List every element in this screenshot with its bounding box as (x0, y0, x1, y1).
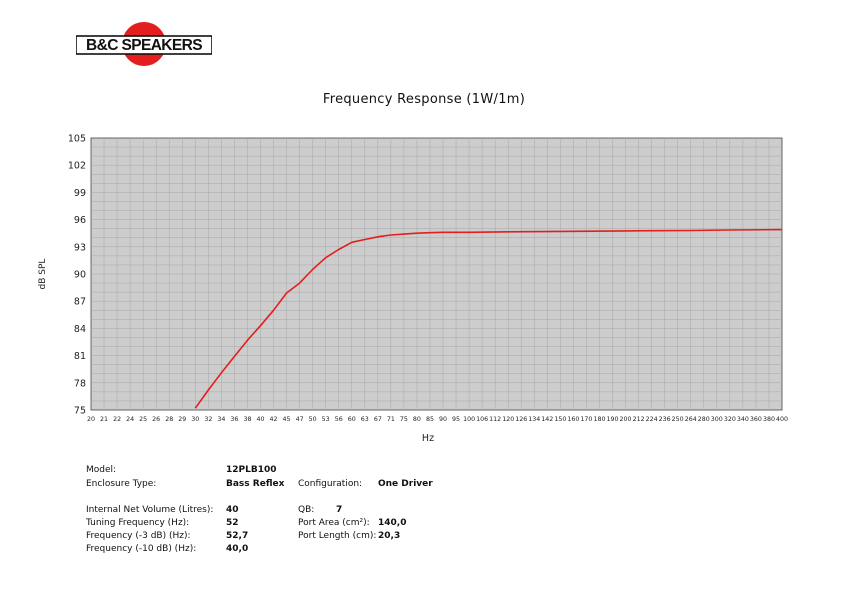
x-tick-label: 32 (204, 416, 212, 423)
x-tick-label: 30 (191, 416, 199, 423)
y-axis-label: dB SPL (38, 259, 48, 290)
x-tick-label: 28 (165, 416, 173, 423)
response-curve-line (194, 228, 783, 409)
chart-title: Frequency Response (1W/1m) (322, 92, 526, 107)
y-tick-label: 81 (74, 351, 86, 362)
f10-value: 40,0 (226, 544, 249, 554)
x-tick-label: 300 (711, 416, 723, 423)
x-tick-label: 21 (100, 416, 108, 423)
x-tick-label: 112 (489, 416, 501, 423)
x-tick-label: 360 (750, 416, 762, 423)
y-tick-label: 105 (68, 134, 86, 145)
x-tick-label: 100 (463, 416, 475, 423)
x-tick-label: 134 (528, 416, 540, 423)
x-tick-label: 95 (452, 416, 460, 423)
x-tick-label: 236 (659, 416, 671, 423)
brand-logo: B&C SPEAKERS (76, 22, 212, 66)
x-tick-label: 280 (698, 416, 710, 423)
y-tick-label: 78 (74, 378, 86, 389)
x-tick-label: 224 (646, 416, 658, 423)
x-tick-label: 45 (283, 416, 291, 423)
f3-value: 52,7 (226, 531, 249, 541)
x-tick-label: 36 (230, 416, 238, 423)
y-tick-label: 90 (74, 270, 86, 281)
x-tick-label: 90 (439, 416, 447, 423)
x-tick-label: 67 (374, 416, 382, 423)
x-tick-label: 75 (400, 416, 408, 423)
x-tick-label: 160 (567, 416, 579, 423)
enclosure-label: Enclosure Type: (86, 479, 157, 489)
volume-label: Internal Net Volume (Litres): (86, 505, 214, 515)
x-axis-label: Hz (422, 433, 434, 444)
y-tick-label: 87 (74, 297, 86, 308)
qb-value: 7 (336, 505, 343, 515)
x-tick-label: 250 (672, 416, 684, 423)
qb-label: QB: (298, 505, 315, 515)
x-tick-label: 106 (476, 416, 488, 423)
port-area-value: 140,0 (378, 518, 407, 528)
x-tick-label: 170 (580, 416, 592, 423)
y-tick-label: 102 (68, 161, 86, 172)
tuning-label: Tuning Frequency (Hz): (86, 518, 190, 528)
x-tick-label: 29 (178, 416, 186, 423)
model-label: Model: (86, 465, 117, 475)
logo-text: B&C SPEAKERS (86, 37, 202, 54)
model-value: 12PLB100 (226, 465, 277, 475)
x-tick-label: 40 (256, 416, 264, 423)
series-group (194, 228, 783, 409)
x-tick-label: 340 (737, 416, 749, 423)
configuration-value: One Driver (378, 479, 433, 489)
y-tick-label: 99 (74, 188, 86, 199)
x-tick-label: 42 (270, 416, 278, 423)
x-axis-ticks: 20 21 22 24 25 26 28 29 30 32 34 36 38 40 42 45 47 50 53 56… (87, 416, 788, 423)
y-axis-ticks: 75 78 81 84 87 90 93 96 99 102 105 (68, 134, 86, 417)
y-tick-label: 96 (74, 215, 86, 226)
x-tick-label: 212 (633, 416, 645, 423)
tuning-value: 52 (226, 518, 239, 528)
enclosure-value: Bass Reflex (226, 479, 285, 489)
grid-lines (91, 138, 782, 410)
x-tick-label: 71 (387, 416, 395, 423)
x-tick-label: 400 (776, 416, 788, 423)
x-tick-label: 380 (763, 416, 775, 423)
configuration-label: Configuration: (298, 479, 363, 489)
x-tick-label: 22 (113, 416, 121, 423)
f10-label: Frequency (-10 dB) (Hz): (86, 544, 197, 554)
x-tick-label: 190 (606, 416, 618, 423)
x-tick-label: 150 (554, 416, 566, 423)
x-tick-label: 120 (502, 416, 514, 423)
f3-label: Frequency (-3 dB) (Hz): (86, 531, 191, 541)
port-length-label: Port Length (cm): (298, 531, 377, 541)
x-tick-label: 85 (426, 416, 434, 423)
x-tick-label: 50 (309, 416, 317, 423)
x-tick-label: 24 (126, 416, 134, 423)
x-tick-label: 264 (685, 416, 697, 423)
x-tick-label: 56 (335, 416, 343, 423)
y-tick-label: 84 (74, 324, 86, 335)
x-tick-label: 60 (348, 416, 356, 423)
x-tick-label: 38 (243, 416, 251, 423)
y-tick-label: 75 (74, 406, 86, 417)
x-tick-label: 126 (515, 416, 527, 423)
x-tick-label: 180 (593, 416, 605, 423)
port-area-label: Port Area (cm²): (298, 518, 370, 528)
x-tick-label: 53 (322, 416, 330, 423)
x-tick-label: 320 (724, 416, 736, 423)
x-tick-label: 20 (87, 416, 95, 423)
port-length-value: 20,3 (378, 531, 401, 541)
x-tick-label: 80 (413, 416, 421, 423)
x-tick-label: 47 (296, 416, 304, 423)
x-tick-label: 26 (152, 416, 160, 423)
x-tick-label: 34 (217, 416, 225, 423)
x-tick-label: 200 (620, 416, 632, 423)
volume-value: 40 (226, 505, 239, 515)
x-tick-label: 25 (139, 416, 147, 423)
x-tick-label: 63 (361, 416, 369, 423)
x-tick-label: 142 (541, 416, 553, 423)
y-tick-label: 93 (74, 242, 86, 253)
